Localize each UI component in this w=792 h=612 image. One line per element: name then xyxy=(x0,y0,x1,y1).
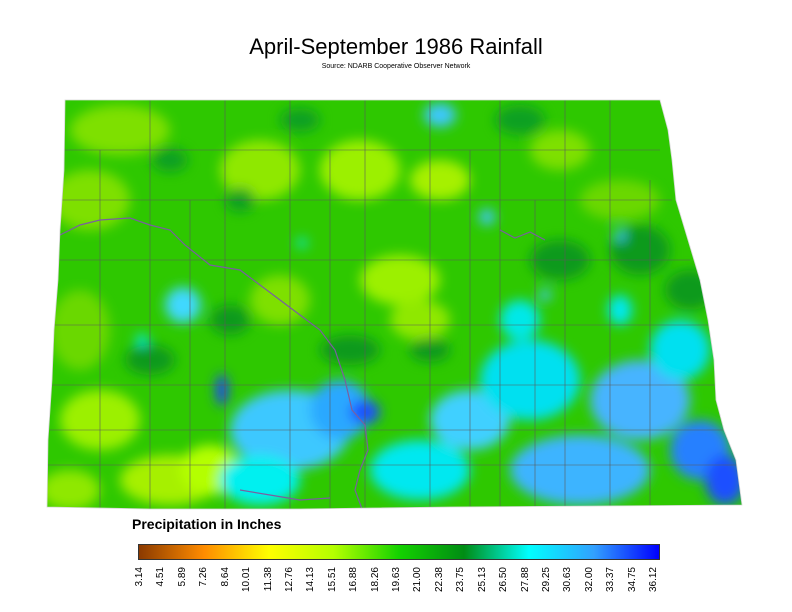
legend-tick-label: 10.01 xyxy=(241,567,253,593)
legend-tick-label: 11.38 xyxy=(262,567,274,592)
legend-tick-label: 3.14 xyxy=(134,567,145,587)
legend-tick-label: 22.38 xyxy=(433,567,445,593)
legend-tick-label: 14.13 xyxy=(305,567,317,593)
legend-tick-label: 8.64 xyxy=(219,567,231,587)
legend-tick-label: 33.37 xyxy=(605,567,617,593)
legend-tick-label: 27.88 xyxy=(519,567,531,593)
legend-tick-label: 12.76 xyxy=(283,567,295,593)
legend-tick-label: 25.13 xyxy=(476,567,488,593)
legend-tick-label: 19.63 xyxy=(391,567,402,593)
legend-tick-label: 34.75 xyxy=(626,567,638,593)
state-shape xyxy=(47,100,742,509)
legend-tick-label: 7.26 xyxy=(198,567,210,587)
legend-tick-label: 32.00 xyxy=(583,567,595,593)
legend-tick-label: 23.75 xyxy=(455,567,467,593)
legend-title: Precipitation in Inches xyxy=(132,516,282,532)
legend-tick-label: 26.50 xyxy=(498,567,510,593)
state-outline xyxy=(46,99,743,510)
legend-color-bar xyxy=(138,544,660,560)
legend-tick-label: 18.26 xyxy=(369,567,381,593)
legend-tick-label: 15.51 xyxy=(326,567,338,593)
legend-tick-label: 29.25 xyxy=(540,567,552,593)
legend-tick-label: 36.12 xyxy=(648,567,659,593)
county-lines xyxy=(48,100,740,509)
legend-tick-label: 16.88 xyxy=(348,567,360,593)
map-title: April-September 1986 Rainfall xyxy=(249,34,543,59)
legend-tick-label: 30.63 xyxy=(562,567,574,593)
map-source: Source: NDARB Cooperative Observer Netwo… xyxy=(321,63,471,70)
legend-tick-label: 4.51 xyxy=(155,567,167,587)
legend-tick-label: 5.89 xyxy=(176,567,188,587)
legend-tick-label: 21.00 xyxy=(412,567,424,593)
rivers xyxy=(59,217,546,509)
